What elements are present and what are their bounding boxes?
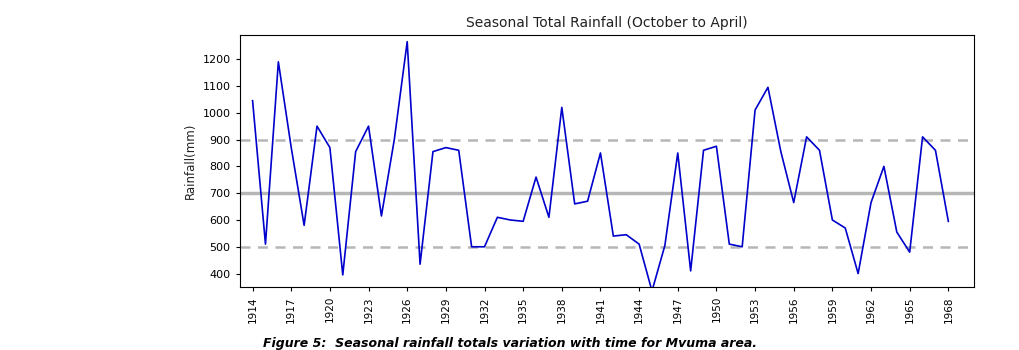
Text: Figure 5:  Seasonal rainfall totals variation with time for Mvuma area.: Figure 5: Seasonal rainfall totals varia… <box>263 336 756 350</box>
Y-axis label: Rainfall(mm): Rainfall(mm) <box>183 123 197 199</box>
Title: Seasonal Total Rainfall (October to April): Seasonal Total Rainfall (October to Apri… <box>466 16 747 30</box>
